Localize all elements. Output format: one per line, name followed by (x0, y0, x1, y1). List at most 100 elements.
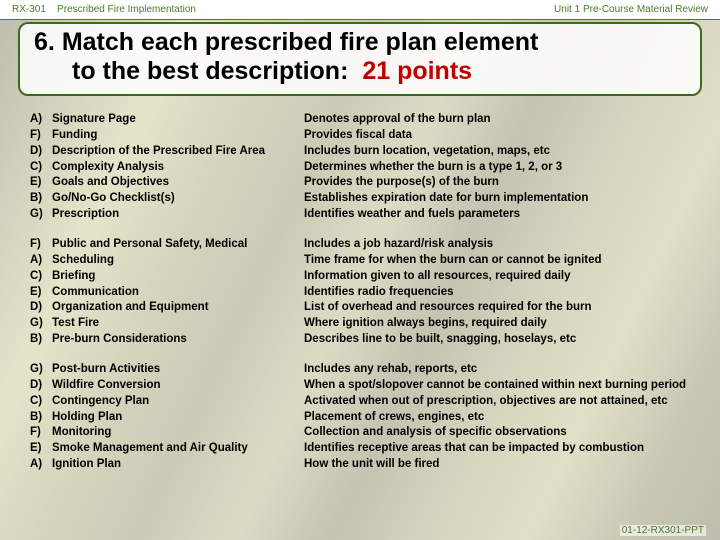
row-label: B) (30, 191, 52, 207)
row-label: A) (30, 112, 52, 128)
content-area: A)Signature PageDenotes approval of the … (30, 112, 700, 518)
row-element: Briefing (52, 269, 304, 285)
question-line-1: 6. Match each prescribed fire plan eleme… (34, 28, 686, 57)
row-element: Holding Plan (52, 410, 304, 426)
row-description: Includes burn location, vegetation, maps… (304, 144, 700, 160)
answer-group: A)Signature PageDenotes approval of the … (30, 112, 700, 223)
row-label: F) (30, 425, 52, 441)
footer-code: 01-12-RX301-PPT (620, 525, 706, 536)
row-label: C) (30, 269, 52, 285)
row-label: D) (30, 300, 52, 316)
row-description: Includes a job hazard/risk analysis (304, 237, 700, 253)
row-description: List of overhead and resources required … (304, 300, 700, 316)
row-description: Identifies weather and fuels parameters (304, 207, 700, 223)
answer-row: C)BriefingInformation given to all resou… (30, 269, 700, 285)
slide: RX-301 Prescribed Fire Implementation Un… (0, 0, 720, 540)
question-prompt-a: Match each prescribed fire plan element (62, 28, 539, 56)
row-description: Provides fiscal data (304, 128, 700, 144)
row-description: Identifies radio frequencies (304, 285, 700, 301)
row-element: Prescription (52, 207, 304, 223)
row-element: Ignition Plan (52, 457, 304, 473)
row-label: B) (30, 332, 52, 348)
answer-row: A)SchedulingTime frame for when the burn… (30, 253, 700, 269)
row-element: Complexity Analysis (52, 160, 304, 176)
row-description: Denotes approval of the burn plan (304, 112, 700, 128)
row-description: When a spot/slopover cannot be contained… (304, 378, 700, 394)
row-label: A) (30, 253, 52, 269)
answer-row: G)Test FireWhere ignition always begins,… (30, 316, 700, 332)
question-line-2: to the best description: 21 points (34, 57, 686, 86)
row-label: G) (30, 316, 52, 332)
row-label: E) (30, 285, 52, 301)
row-description: Establishes expiration date for burn imp… (304, 191, 700, 207)
row-element: Organization and Equipment (52, 300, 304, 316)
row-description: Time frame for when the burn can or cann… (304, 253, 700, 269)
answer-row: B)Holding PlanPlacement of crews, engine… (30, 410, 700, 426)
row-description: Collection and analysis of specific obse… (304, 425, 700, 441)
answer-row: F)Public and Personal Safety, MedicalInc… (30, 237, 700, 253)
row-label: B) (30, 410, 52, 426)
row-description: Provides the purpose(s) of the burn (304, 175, 700, 191)
row-description: Information given to all resources, requ… (304, 269, 700, 285)
row-description: Includes any rehab, reports, etc (304, 362, 700, 378)
answer-row: C)Contingency PlanActivated when out of … (30, 394, 700, 410)
row-element: Communication (52, 285, 304, 301)
row-element: Goals and Objectives (52, 175, 304, 191)
row-label: F) (30, 237, 52, 253)
row-description: Placement of crews, engines, etc (304, 410, 700, 426)
answer-row: D)Description of the Prescribed Fire Are… (30, 144, 700, 160)
row-element: Funding (52, 128, 304, 144)
row-element: Contingency Plan (52, 394, 304, 410)
row-label: C) (30, 160, 52, 176)
answer-row: F)FundingProvides fiscal data (30, 128, 700, 144)
answer-row: B)Pre-burn ConsiderationsDescribes line … (30, 332, 700, 348)
answer-row: G)Post-burn ActivitiesIncludes any rehab… (30, 362, 700, 378)
course-title: Prescribed Fire Implementation (57, 4, 196, 15)
row-description: How the unit will be fired (304, 457, 700, 473)
row-label: E) (30, 441, 52, 457)
row-label: D) (30, 144, 52, 160)
answer-group: G)Post-burn ActivitiesIncludes any rehab… (30, 362, 700, 473)
answer-row: B)Go/No-Go Checklist(s)Establishes expir… (30, 191, 700, 207)
answer-row: C)Complexity AnalysisDetermines whether … (30, 160, 700, 176)
answer-row: D)Wildfire ConversionWhen a spot/slopove… (30, 378, 700, 394)
answer-row: E)Goals and ObjectivesProvides the purpo… (30, 175, 700, 191)
row-element: Pre-burn Considerations (52, 332, 304, 348)
answer-row: E)CommunicationIdentifies radio frequenc… (30, 285, 700, 301)
course-code: RX-301 (12, 4, 46, 15)
row-label: A) (30, 457, 52, 473)
header-unit: Unit 1 Pre-Course Material Review (554, 4, 708, 15)
top-bar: RX-301 Prescribed Fire Implementation Un… (0, 0, 720, 20)
answer-group: F)Public and Personal Safety, MedicalInc… (30, 237, 700, 348)
row-description: Determines whether the burn is a type 1,… (304, 160, 700, 176)
answer-row: F)MonitoringCollection and analysis of s… (30, 425, 700, 441)
question-prompt-b: to the best description: (72, 57, 348, 85)
answer-row: D)Organization and EquipmentList of over… (30, 300, 700, 316)
row-description: Describes line to be built, snagging, ho… (304, 332, 700, 348)
row-label: G) (30, 207, 52, 223)
row-element: Signature Page (52, 112, 304, 128)
title-box: 6. Match each prescribed fire plan eleme… (18, 22, 702, 96)
row-element: Monitoring (52, 425, 304, 441)
row-element: Description of the Prescribed Fire Area (52, 144, 304, 160)
row-element: Post-burn Activities (52, 362, 304, 378)
row-label: C) (30, 394, 52, 410)
answer-row: A)Ignition PlanHow the unit will be fire… (30, 457, 700, 473)
row-element: Go/No-Go Checklist(s) (52, 191, 304, 207)
row-element: Test Fire (52, 316, 304, 332)
row-label: G) (30, 362, 52, 378)
answer-row: G)PrescriptionIdentifies weather and fue… (30, 207, 700, 223)
row-element: Public and Personal Safety, Medical (52, 237, 304, 253)
row-label: E) (30, 175, 52, 191)
row-label: D) (30, 378, 52, 394)
header-left: RX-301 Prescribed Fire Implementation (12, 4, 196, 15)
question-points: 21 points (362, 57, 472, 85)
answer-row: E)Smoke Management and Air QualityIdenti… (30, 441, 700, 457)
row-element: Scheduling (52, 253, 304, 269)
row-element: Smoke Management and Air Quality (52, 441, 304, 457)
row-element: Wildfire Conversion (52, 378, 304, 394)
row-description: Activated when out of prescription, obje… (304, 394, 700, 410)
row-label: F) (30, 128, 52, 144)
row-description: Where ignition always begins, required d… (304, 316, 700, 332)
question-number: 6. (34, 28, 55, 56)
